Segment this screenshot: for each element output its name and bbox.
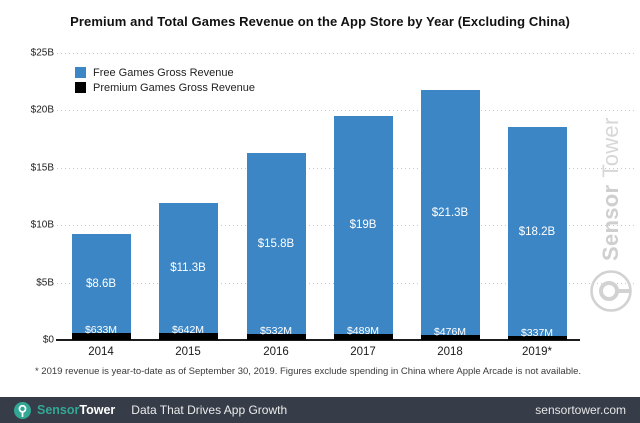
footer-brand-wordmark: SensorTower xyxy=(37,403,115,417)
premium-bar-value-label: $489M xyxy=(346,325,380,337)
gridline xyxy=(57,110,636,112)
premium-bar-segment xyxy=(158,333,218,340)
gridline xyxy=(57,53,636,54)
legend-label-premium: Premium Games Gross Revenue xyxy=(93,81,255,94)
free-bar-value-label: $8.6B xyxy=(85,277,117,290)
premium-bar-segment xyxy=(333,334,393,340)
premium-bar-segment xyxy=(246,334,306,340)
x-axis-label: 2018 xyxy=(437,346,463,358)
y-axis-tick-label: $25B xyxy=(30,47,54,59)
footer-tagline: Data That Drives App Growth xyxy=(131,403,288,417)
x-axis-label: 2015 xyxy=(175,346,201,358)
bar-group-2019*: $18.2B $337M xyxy=(507,127,567,340)
bar-group-2017: $19B $489M xyxy=(333,116,393,340)
free-bar-segment: $11.3B xyxy=(158,203,218,333)
sensortower-logo-watermark-icon xyxy=(588,268,634,314)
premium-bar-segment xyxy=(71,333,131,340)
x-axis-label: 2016 xyxy=(263,346,289,358)
free-bar-value-label: $21.3B xyxy=(431,206,469,219)
x-axis-label: 2017 xyxy=(350,346,376,358)
y-axis-tick-label: $15B xyxy=(30,162,54,174)
y-axis-tick-label: $10B xyxy=(30,219,54,231)
chart-title: Premium and Total Games Revenue on the A… xyxy=(70,14,570,29)
chart-footnote: * 2019 revenue is year-to-date as of Sep… xyxy=(34,366,582,377)
premium-bar-value-label: $633M xyxy=(84,324,118,336)
legend-swatch-premium xyxy=(75,82,86,93)
free-bar-value-label: $19B xyxy=(349,219,377,231)
x-axis-label: 2014 xyxy=(88,346,114,358)
free-bar-segment: $21.3B xyxy=(420,90,480,335)
footer-brand-sensor: Sensor xyxy=(37,403,80,417)
free-bar-value-label: $18.2B xyxy=(518,225,556,238)
legend-item-free: Free Games Gross Revenue xyxy=(75,66,255,79)
premium-bar-value-label: $476M xyxy=(433,326,467,338)
bar-group-2018: $21.3B $476M xyxy=(420,90,480,340)
premium-bar-segment xyxy=(420,335,480,340)
sensortower-watermark-inner: Sensor Tower xyxy=(587,46,635,314)
watermark-brand-sensor: Sensor xyxy=(598,184,623,261)
free-bar-value-label: $15.8B xyxy=(257,237,295,250)
bar-group-2015: $11.3B $642M xyxy=(158,203,218,340)
bar-group-2014: $8.6B $633M xyxy=(71,234,131,340)
free-bar-segment: $18.2B xyxy=(507,127,567,336)
footer-brand-tower: Tower xyxy=(79,403,116,417)
x-axis-line xyxy=(56,339,580,341)
footer-url: sensortower.com xyxy=(535,403,626,417)
free-bar-segment: $15.8B xyxy=(246,153,306,334)
sensortower-watermark: Sensor Tower xyxy=(587,46,635,314)
footer-bar: SensorTower Data That Drives App Growth … xyxy=(0,397,640,423)
legend-label-free: Free Games Gross Revenue xyxy=(93,66,234,79)
premium-bar-value-label: $337M xyxy=(520,327,554,339)
free-bar-value-label: $11.3B xyxy=(170,262,206,274)
x-axis-label: 2019* xyxy=(521,346,553,358)
premium-bar-value-label: $642M xyxy=(171,324,205,336)
premium-bar-segment xyxy=(507,336,567,340)
chart-legend: Free Games Gross Revenue Premium Games G… xyxy=(75,66,255,94)
sensortower-logo-icon xyxy=(14,401,31,419)
legend-item-premium: Premium Games Gross Revenue xyxy=(75,81,255,94)
free-bar-segment: $8.6B xyxy=(71,234,131,333)
legend-swatch-free xyxy=(75,67,86,78)
free-bar-segment: $19B xyxy=(333,116,393,334)
watermark-brand-tower: Tower xyxy=(598,117,623,178)
y-axis-tick-label: $5B xyxy=(36,277,54,289)
y-axis-tick-label: $20B xyxy=(30,104,54,116)
bar-group-2016: $15.8B $532M xyxy=(246,153,306,340)
y-axis-tick-label: $0 xyxy=(42,334,54,346)
premium-bar-value-label: $532M xyxy=(259,325,293,337)
